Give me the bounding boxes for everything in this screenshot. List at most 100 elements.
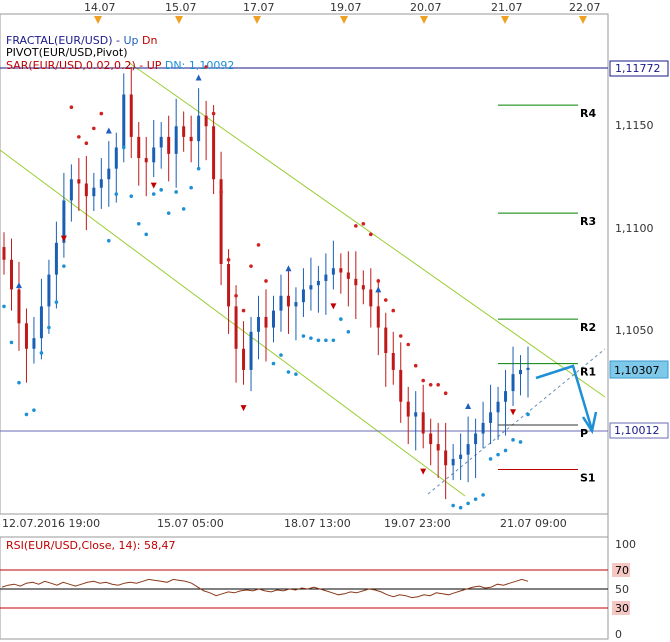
candle-body <box>466 444 470 455</box>
sar-dot <box>324 338 328 343</box>
candle-body <box>504 391 508 402</box>
price-tag-top <box>609 60 669 77</box>
candle-body <box>159 136 163 148</box>
candle-body <box>54 242 58 275</box>
sar-dot <box>241 308 246 313</box>
sar-dot <box>107 238 111 243</box>
sar-dot <box>271 361 276 366</box>
candle-body <box>526 367 530 370</box>
top-date-label: 19.07 <box>330 1 362 14</box>
sar-dot <box>32 408 36 412</box>
sar-dot <box>211 111 216 116</box>
sar-dot <box>391 308 396 313</box>
projection-arrow <box>535 364 598 435</box>
candle-body <box>182 126 186 137</box>
sar-dot <box>92 126 96 131</box>
candle-body <box>324 274 328 281</box>
candle-body <box>519 369 523 375</box>
sar-dot <box>166 211 171 215</box>
pivot-label-r1: R1 <box>580 366 596 379</box>
pivot-legend: PIVOT(EUR/USD,Pivot) <box>6 46 128 59</box>
sar-dot <box>496 452 500 457</box>
candle-body <box>99 179 103 188</box>
top-date-label: 22.07 <box>569 1 601 14</box>
pivot-label-s1: S1 <box>580 472 596 485</box>
time-label-2: 15.07 05:00 <box>157 517 224 530</box>
candle-body <box>62 200 66 243</box>
sar-dot <box>413 363 418 368</box>
sar-dot <box>436 382 440 387</box>
rsi-tag-70 <box>612 563 630 577</box>
sar-dot <box>376 279 381 283</box>
sar-dot <box>129 194 134 199</box>
fractal-down-marker <box>60 235 67 242</box>
candle-body <box>69 179 73 201</box>
candle-body <box>122 94 126 148</box>
candle-body <box>189 136 193 142</box>
sar-dot <box>62 264 66 268</box>
main-plot-area <box>0 13 609 515</box>
sar-dot <box>181 207 186 211</box>
date-marker <box>253 16 261 24</box>
candle-body <box>204 115 208 127</box>
candle-body <box>286 295 290 307</box>
candle-body <box>346 272 350 279</box>
sar-dot <box>114 192 119 196</box>
fractal-up-marker <box>15 282 22 289</box>
fractal-legend: FRACTAL(EUR/USD) - Up Dn <box>6 34 157 47</box>
fractal-markers <box>15 74 517 475</box>
sar-dot <box>256 243 261 247</box>
candle-body <box>137 136 141 159</box>
rsi-legend: RSI(EUR/USD,Close, 14): 58,47 <box>6 539 175 552</box>
sar-dot <box>17 380 21 385</box>
pivot-label-r2: R2 <box>580 321 596 334</box>
candle-body <box>264 316 268 328</box>
candle-body <box>376 306 380 328</box>
top-date-label: 21.07 <box>491 1 523 14</box>
sar-dot <box>286 370 291 374</box>
price-tag-top-text: 1,11772 <box>615 62 661 75</box>
candle-body <box>384 327 388 353</box>
price-tag-lower-text: 1,10012 <box>614 424 660 437</box>
candle-body <box>257 316 261 332</box>
price-tag-lower <box>609 422 669 439</box>
candle-body <box>114 147 118 169</box>
candle-body <box>242 348 246 370</box>
sar-dot <box>511 438 515 442</box>
candle-body <box>339 268 343 273</box>
sar-dot <box>234 293 238 298</box>
candle-body <box>77 179 81 184</box>
sar-dot <box>316 338 321 343</box>
candle-body <box>129 94 133 137</box>
pivot-label-r3: R3 <box>580 215 596 228</box>
rsi-line <box>1 578 529 599</box>
fractal-down-marker <box>150 182 157 189</box>
rsi-tag-30 <box>612 601 630 615</box>
candle-body <box>316 280 320 286</box>
sar-dot <box>443 391 448 396</box>
date-marker <box>94 16 102 24</box>
sar-dot <box>84 141 89 146</box>
candle-body <box>32 338 36 349</box>
sar-dot <box>39 351 44 355</box>
price-tick-2: 1,1100 <box>615 222 654 235</box>
price-axis: 1,11772 1,1150 1,1100 1,1050 1,10307 1,1… <box>609 60 669 439</box>
sar-dot <box>136 221 141 226</box>
candle-body <box>167 136 171 154</box>
candle-body <box>84 183 88 197</box>
candle-body <box>496 401 500 413</box>
top-date-label: 15.07 <box>165 1 197 14</box>
candle-body <box>294 302 298 307</box>
sar-dot <box>219 190 223 194</box>
candle-body <box>459 454 463 459</box>
candle-body <box>92 187 96 197</box>
time-label-5: 21.07 09:00 <box>500 517 567 530</box>
fractal-down-marker <box>510 409 517 416</box>
candle-body <box>47 274 51 307</box>
rsi-tick-0: 0 <box>615 628 622 641</box>
sar-dot <box>346 329 351 334</box>
sar-dot <box>77 135 81 139</box>
fractal-down-marker <box>240 405 247 412</box>
sar-dot <box>451 503 455 508</box>
price-tick-3: 1,1050 <box>615 324 654 337</box>
